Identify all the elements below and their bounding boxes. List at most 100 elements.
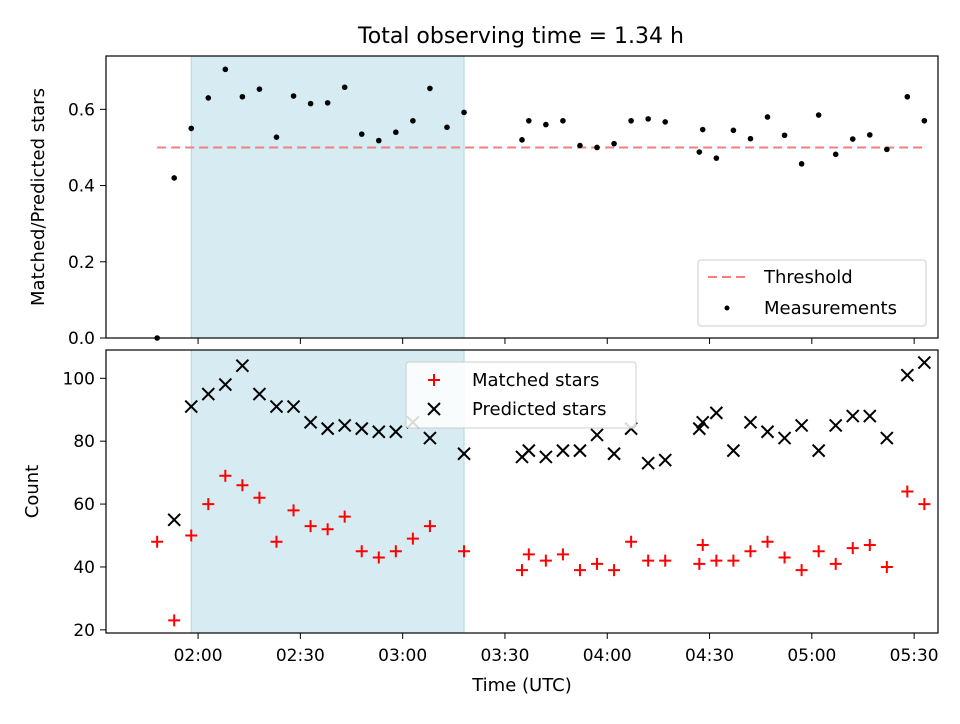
measurement-point [781,132,788,139]
legend-measurement-label: Measurements [764,298,897,319]
matched-star-point [710,554,723,567]
ratio-panel: 0.0 0.2 0.4 0.6 Matched/Predicted stars Thr… [28,55,939,349]
legend-predicted-swatch [427,402,441,416]
matched-star-point [287,504,300,517]
matched-star-point [539,554,552,567]
predicted-star-point [658,453,672,467]
matched-star-point [744,545,757,558]
predicted-star-point [696,415,710,430]
matched-star-point [696,538,709,551]
measurement-point [290,93,297,99]
y-tick-label: 0.6 [68,100,95,120]
count-y-axis-label: Count [22,465,43,518]
predicted-star-point [556,443,570,458]
ratio-axes-frame [105,55,939,339]
predicted-star-point [900,368,915,382]
measurement-point [461,109,467,116]
measurement-point [324,100,331,106]
measurement-point [222,66,229,73]
matched-star-point [846,542,859,555]
predicted-star-point [607,447,621,461]
matched-star-point [642,554,655,567]
predicted-star-point [846,409,860,423]
predicted-star-point [743,415,758,430]
matched-star-point [795,564,808,577]
matched-star-point [321,523,334,536]
matched-star-point [727,554,740,567]
measurement-point [444,124,450,131]
matched-star-point [516,564,528,577]
predicted-star-point [337,418,352,433]
matched-star-point [253,491,266,504]
matched-star-point [880,560,893,573]
matched-star-point [151,535,164,548]
matched-star-point [202,498,215,511]
predicted-star-point [641,456,655,470]
matched-star-point [338,510,351,523]
matched-star-point [389,545,402,558]
predicted-star-point [167,513,181,527]
x-tick-label: 02:00 [174,646,223,666]
chart-title: Total observing time = 1.34 h [357,24,684,49]
matched-star-point [406,532,419,545]
measurement-point [393,129,399,136]
matched-star-point [270,535,283,548]
x-tick-label: 04:30 [685,646,734,666]
predicted-star-point [590,428,604,442]
predicted-star-point [457,447,471,461]
measurement-point [849,136,856,142]
measurement-point [594,144,600,151]
predicted-star-point [184,399,198,414]
x-tick-label: 05:00 [787,646,836,666]
measurement-point [188,125,195,132]
predicted-star-point [726,443,741,458]
matched-star-point [608,564,621,577]
legend-matched-label: Matched stars [472,370,599,391]
measurement-point [577,142,583,149]
y-tick-label: 0.0 [68,329,95,349]
measurement-point [341,84,348,91]
predicted-star-point [201,387,216,401]
predicted-star-point [709,406,724,420]
matched-star-point [918,498,931,511]
count-y-ticks: 20 40 60 80 100 [63,369,106,641]
measurement-point [256,86,263,92]
predicted-star-point [794,418,809,433]
matched-star-point [591,557,604,570]
measurement-point [747,135,754,142]
measurement-point [730,127,737,134]
measurement-point [611,140,617,147]
predicted-star-point [863,409,877,423]
count-axes-frame [105,349,939,634]
predicted-star-point [269,399,284,414]
y-tick-label: 60 [73,495,95,515]
matched-star-point [573,564,586,577]
matched-star-point [863,538,876,551]
matched-star-point [778,551,791,564]
y-tick-label: 80 [73,432,95,452]
predicted-star-point [760,425,775,439]
matched-star-point [372,551,385,564]
matched-star-point [761,535,774,548]
measurement-point [560,117,566,124]
measurement-points [154,66,928,341]
legend-matched-swatch [428,374,440,386]
predicted-star-point [539,450,553,464]
measurement-point [628,117,634,124]
measurement-point [427,85,433,92]
ratio-y-ticks: 0.0 0.2 0.4 0.6 [68,100,106,349]
measurement-point [699,126,706,133]
measurement-point [764,114,771,120]
predicted-star-point [320,421,335,436]
measurement-point [662,119,669,125]
measurement-point [921,117,928,124]
predicted-star-point [389,425,403,439]
measurement-point [543,121,549,128]
measurement-point [519,137,525,143]
matched-star-point [185,529,198,542]
measurement-point [375,137,382,144]
matched-star-point [304,520,317,533]
measurement-point [832,151,839,158]
matched-stars-points [151,469,931,627]
